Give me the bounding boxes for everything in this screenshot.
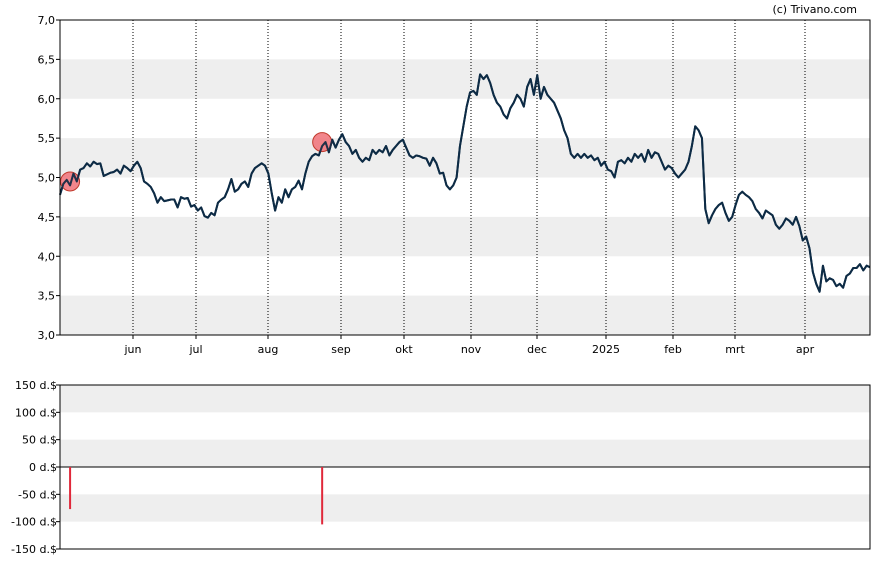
dividend-panel-frame (59, 384, 871, 550)
y-tick-label: 6,5 (38, 53, 56, 66)
x-tick-label: 2025 (592, 343, 620, 356)
price-band (60, 59, 870, 99)
y-tick-label: 6,0 (38, 93, 56, 106)
y-tick-label: 7,0 (38, 14, 56, 27)
price-panel-frame (59, 19, 871, 336)
price-band (60, 295, 870, 335)
x-tick-label: aug (258, 343, 279, 356)
x-tick-label: sep (331, 343, 350, 356)
price-line-overlay (59, 73, 871, 293)
x-tick-label: feb (664, 343, 682, 356)
y-tick-label: 3,0 (38, 329, 56, 342)
price-line-layer (59, 73, 871, 293)
dividend-band (60, 494, 870, 522)
price-band (60, 216, 870, 257)
dividend-y-tick-label: 100 d.$ (15, 406, 57, 419)
y-tick-label: 3,5 (38, 290, 56, 303)
y-tick-label: 4,0 (38, 250, 56, 263)
dividend-panel-bands (60, 385, 870, 522)
dividend-y-tick-label: -100 d.$ (11, 516, 57, 529)
dividend-y-tick-label: -50 d.$ (18, 488, 57, 501)
price-line (59, 73, 871, 293)
x-tick-label: nov (461, 343, 482, 356)
y-tick-label: 4,5 (38, 211, 56, 224)
dividend-y-tick-label: 0 d.$ (29, 461, 57, 474)
dividend-y-axis: 150 d.$ 100 d.$ 50 d.$ 0 d.$ -50 d.$ -100 d.$… (11, 379, 60, 556)
x-tick-label: jun (124, 343, 142, 356)
credit-text: (c) Trivano.com (772, 3, 857, 16)
x-tick-label: dec (527, 343, 547, 356)
dividend-y-tick-label: 150 d.$ (15, 379, 57, 392)
dividend-y-tick-label: 50 d.$ (22, 434, 57, 447)
x-tick-label: mrt (725, 343, 745, 356)
y-tick-label: 5,0 (38, 172, 56, 185)
price-y-axis: 7,0 6,5 6,0 5,5 5,0 4,5 4,0 3,5 3,0 (38, 14, 60, 342)
x-tick-label: jul (188, 343, 202, 356)
month-x-axis: jun jul aug sep okt nov dec 2025 feb mrt apr (124, 335, 815, 356)
y-tick-label: 5,5 (38, 132, 56, 145)
price-band (60, 138, 870, 178)
dividend-band (60, 385, 870, 413)
x-tick-label: apr (796, 343, 815, 356)
dividend-band (60, 439, 870, 467)
dividend-y-tick-label: -150 d.$ (11, 543, 57, 556)
event-markers (59, 73, 871, 293)
x-tick-label: okt (395, 343, 413, 356)
dividend-bars (69, 467, 324, 525)
